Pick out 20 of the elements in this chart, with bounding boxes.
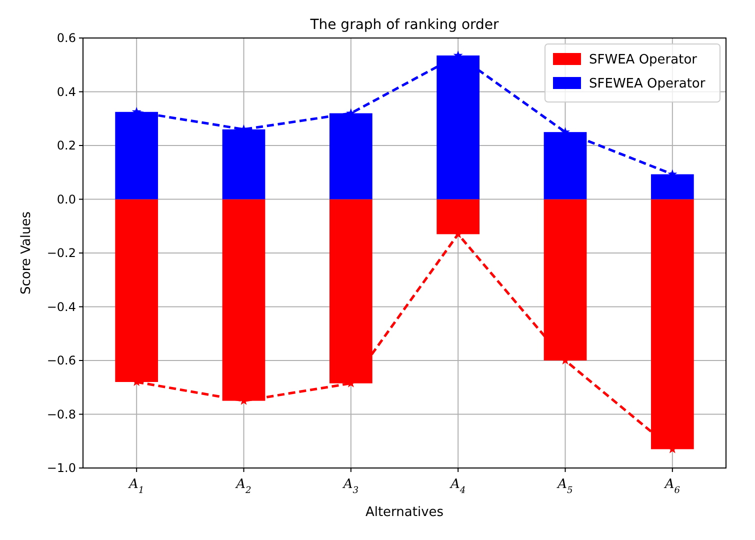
y-tick-label: −0.6	[46, 354, 76, 368]
y-tick-label: −0.4	[46, 300, 76, 314]
y-tick-label: 0.6	[56, 31, 76, 46]
y-tick-label: 0.2	[56, 138, 76, 153]
y-tick-label: 0.4	[56, 84, 76, 99]
y-tick-label: −1.0	[46, 461, 76, 476]
x-tick-label: A$_{2}$	[235, 477, 252, 496]
x-tick-label: A$_{3}$	[342, 477, 359, 496]
legend-label: SFWEA Operator	[589, 52, 698, 68]
x-tick-label: A$_{1}$	[128, 477, 144, 496]
x-tick-label: A$_{6}$	[664, 477, 680, 496]
y-tick-label: 0.0	[56, 192, 76, 206]
y-tick-label: −0.8	[46, 407, 76, 422]
legend-label: SFEWEA Operator	[589, 76, 706, 92]
y-axis-title: Score Values	[19, 211, 34, 295]
chart-title: The graph of ranking order	[309, 17, 500, 33]
y-tick-label: −0.2	[46, 246, 76, 260]
x-tick-label: A$_{4}$	[449, 477, 466, 496]
x-axis-title: Alternatives	[365, 505, 444, 520]
x-tick-label: A$_{5}$	[556, 477, 574, 496]
